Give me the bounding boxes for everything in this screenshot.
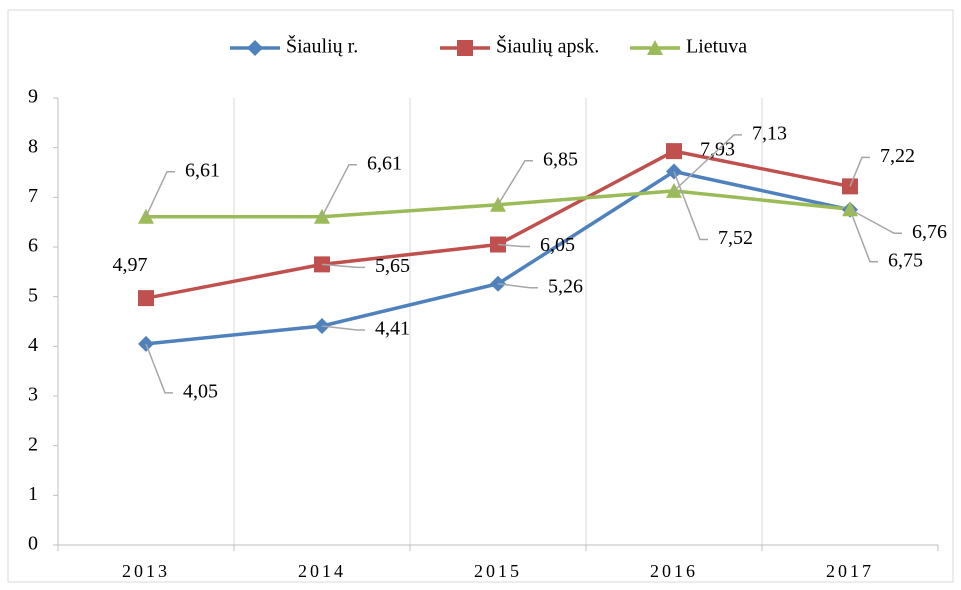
- marker: [247, 40, 263, 56]
- y-tick-label: 6: [28, 235, 38, 257]
- leader-line: [497, 243, 530, 248]
- x-tick-label: 2015: [474, 561, 522, 581]
- data-label: 5,65: [375, 255, 410, 277]
- marker: [842, 201, 858, 217]
- data-label: 6,61: [367, 152, 402, 174]
- leader-line: [497, 160, 533, 206]
- data-label: 7,22: [880, 145, 915, 167]
- x-tick-label: 2016: [650, 561, 698, 581]
- x-tick-label: 2014: [298, 561, 346, 581]
- leader-line: [673, 171, 708, 241]
- leader-line: [321, 325, 365, 331]
- data-label: 7,52: [718, 227, 753, 249]
- marker: [647, 40, 663, 55]
- y-tick-label: 2: [28, 433, 38, 455]
- leader-line: [497, 283, 538, 289]
- leader-line: [849, 209, 878, 263]
- y-tick-label: 5: [28, 284, 38, 306]
- y-tick-label: 8: [28, 135, 38, 157]
- legend-label: Šiaulių apsk.: [496, 34, 599, 58]
- data-label: 5,26: [548, 275, 583, 297]
- x-tick-label: 2013: [122, 561, 170, 581]
- y-tick-label: 7: [28, 185, 38, 207]
- x-tick-label: 2017: [826, 561, 874, 581]
- leader-line: [321, 163, 357, 218]
- leader-line: [145, 170, 175, 218]
- data-label: 6,61: [185, 159, 220, 181]
- legend-label: Lietuva: [686, 36, 747, 58]
- data-label: 4,41: [375, 318, 410, 340]
- data-label: 6,76: [912, 221, 947, 243]
- leader-line: [673, 134, 742, 192]
- data-label: 4,05: [183, 380, 218, 402]
- data-label: 4,97: [113, 254, 148, 276]
- data-label: 6,05: [540, 234, 575, 256]
- marker: [457, 40, 473, 56]
- leader-line: [849, 156, 870, 187]
- y-tick-label: 0: [28, 533, 38, 555]
- data-label: 6,85: [543, 148, 578, 170]
- marker: [138, 290, 154, 307]
- y-tick-label: 1: [28, 483, 38, 505]
- y-tick-label: 3: [28, 384, 38, 406]
- leader-line: [321, 263, 365, 269]
- y-tick-label: 4: [28, 334, 38, 356]
- data-label: 7,13: [752, 122, 787, 144]
- y-tick-label: 9: [28, 86, 38, 108]
- data-label: 6,75: [888, 249, 923, 271]
- legend-label: Šiaulių r.: [286, 34, 358, 58]
- leader-line: [849, 208, 902, 235]
- leader-line: [145, 343, 173, 394]
- marker: [666, 143, 682, 160]
